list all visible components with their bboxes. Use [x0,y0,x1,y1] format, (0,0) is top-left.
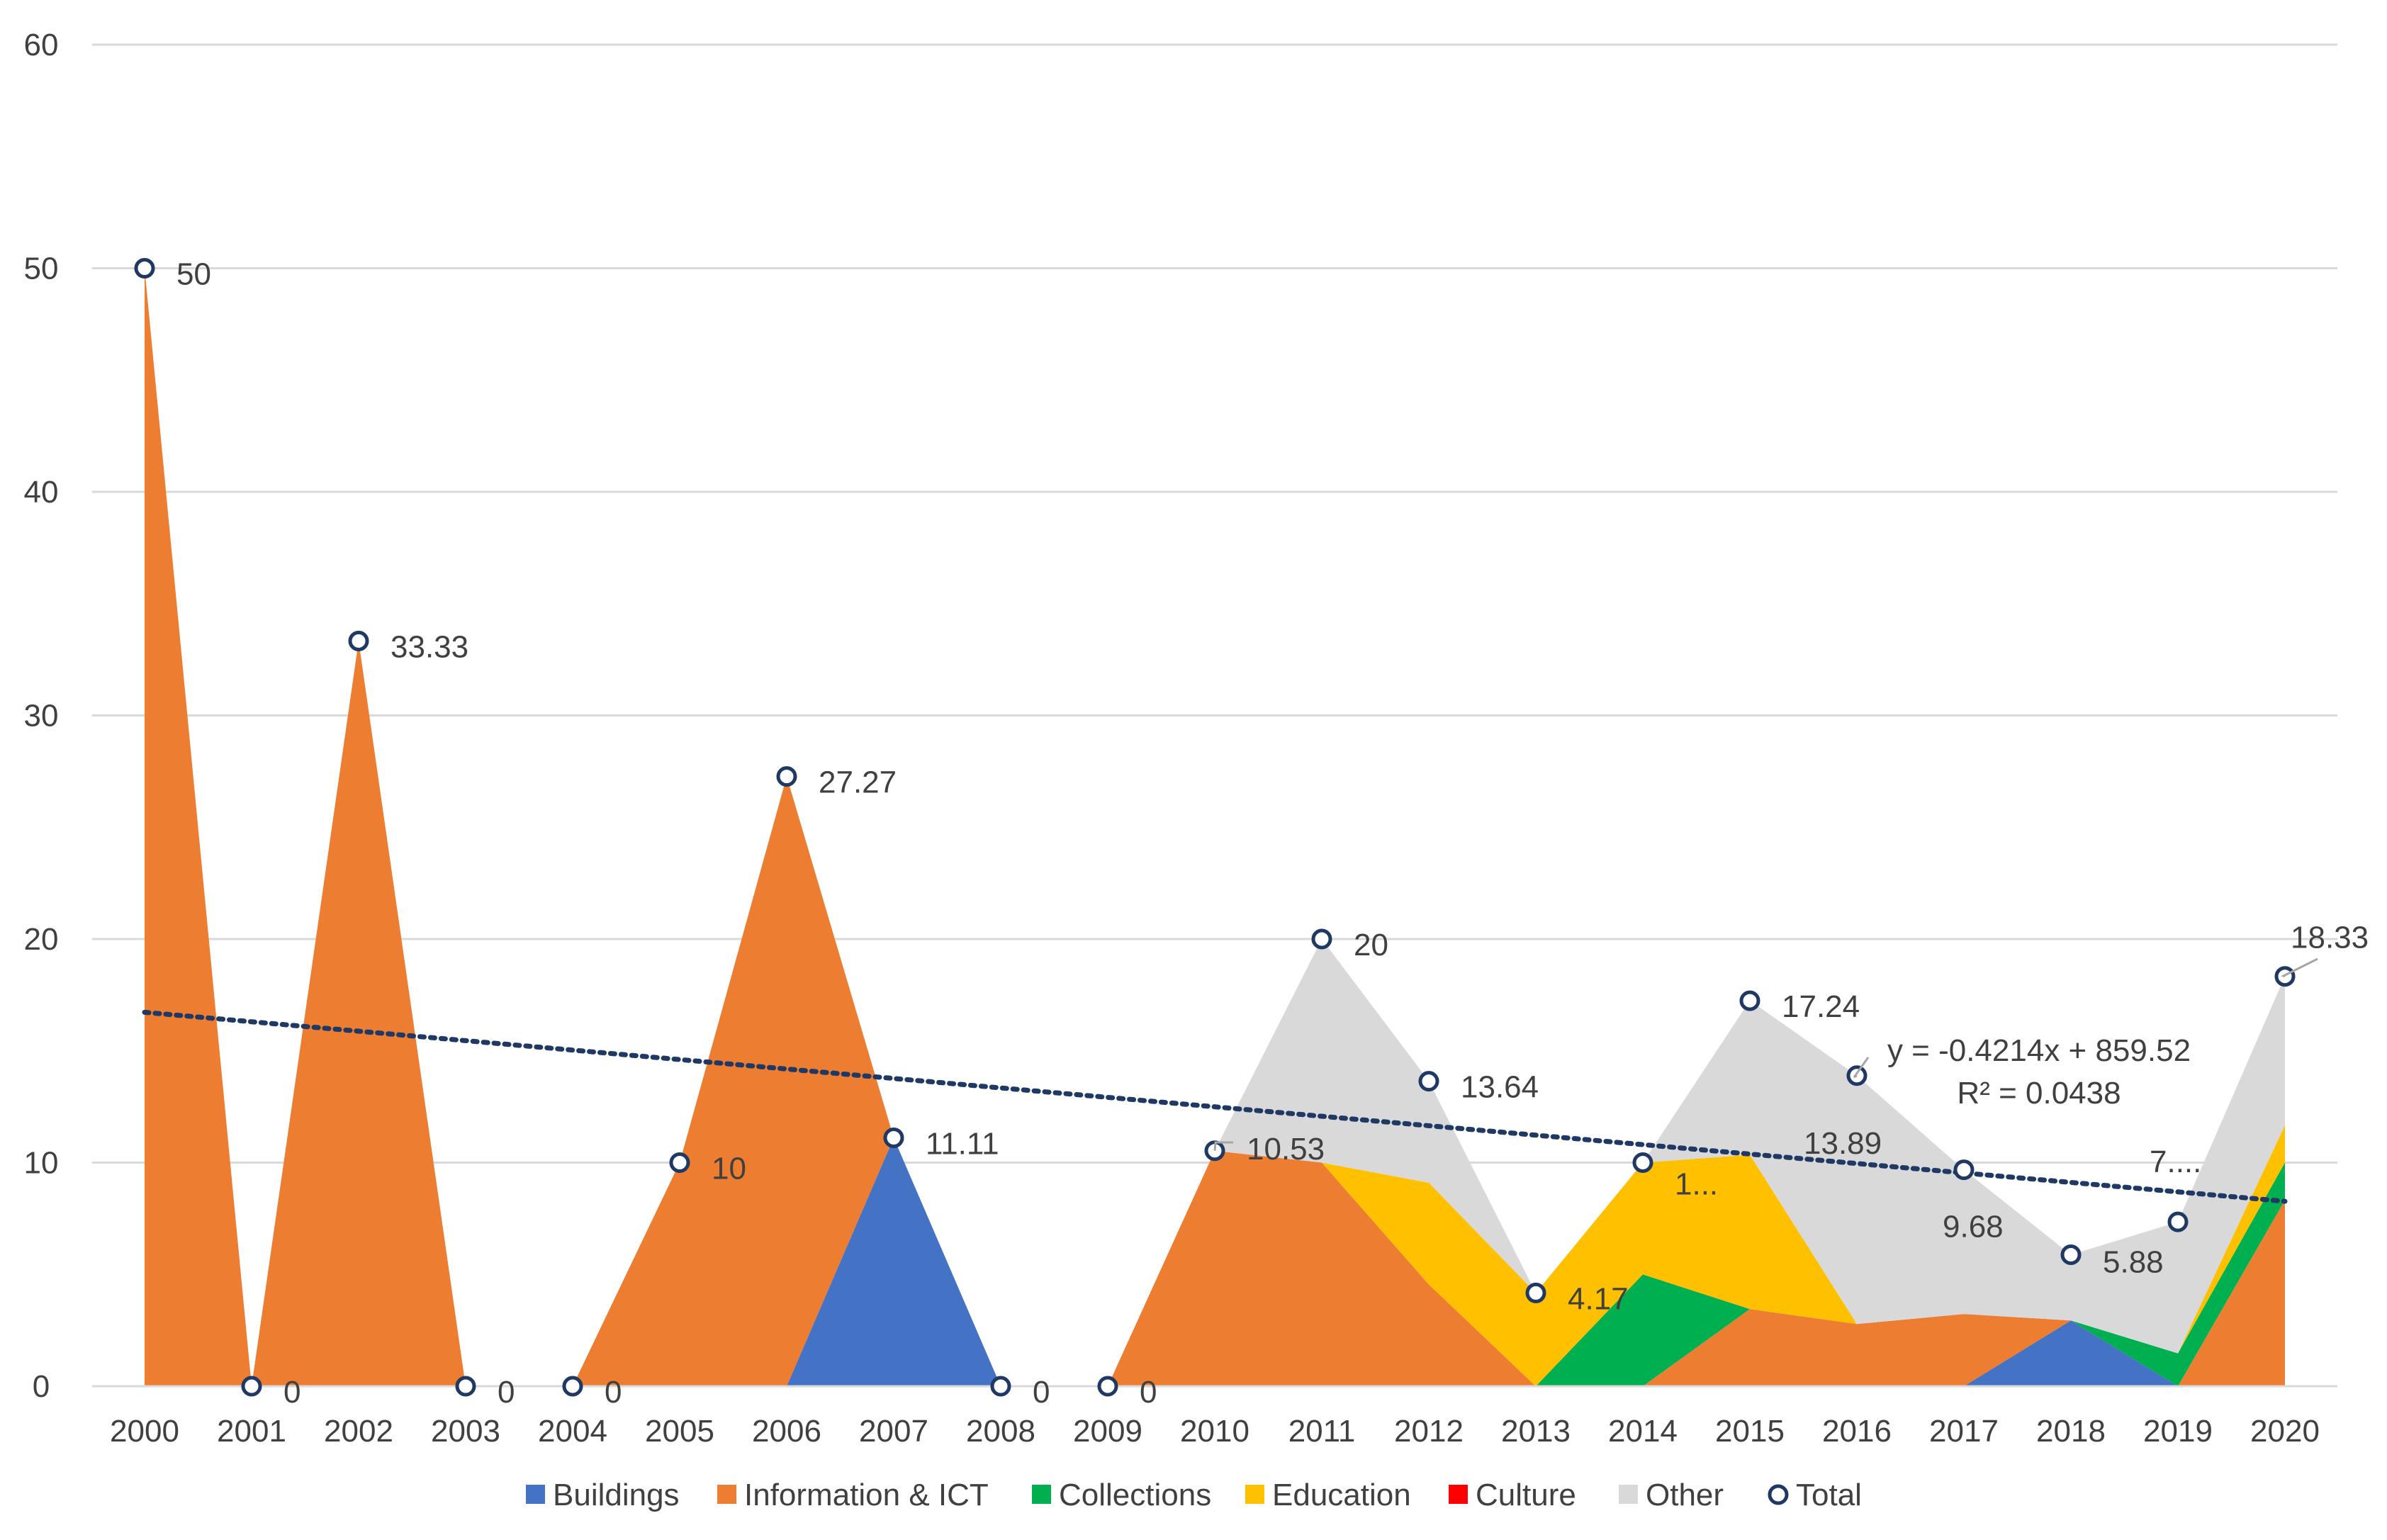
total-data-label: 13.89 [1804,1126,1882,1161]
legend: Buildings Information & ICT Collections Edu… [526,1478,1862,1512]
x-tick-label: 2008 [966,1414,1035,1449]
x-tick-label: 2006 [752,1414,821,1449]
total-marker [1097,1376,1118,1397]
total-data-label: 20 [1354,928,1388,962]
area-series [145,268,2285,1386]
y-tick-label: 20 [24,922,59,957]
legend-label: Total [1796,1478,1862,1512]
legend-swatch [526,1485,545,1504]
y-tick-label: 30 [24,699,59,734]
total-marker [990,1376,1011,1397]
legend-label: Buildings [553,1478,680,1512]
total-marker [241,1376,262,1397]
label-leader-line [2281,957,2318,978]
total-marker [1311,928,1332,950]
total-marker [1953,1159,1975,1181]
total-marker [1525,1282,1546,1303]
area-information-ict [145,268,2285,1386]
trendline [142,1009,2288,1204]
total-data-label: 27.27 [819,765,897,800]
total-data-label: 1... [1675,1167,1718,1202]
x-tick-label: 2012 [1394,1414,1464,1449]
x-tick-label: 2015 [1715,1414,1785,1449]
total-marker [883,1127,904,1148]
legend-total-marker [1768,1484,1789,1505]
total-marker [348,630,369,651]
legend-swatch [1619,1485,1638,1504]
total-marker [669,1152,690,1173]
total-marker [455,1376,476,1397]
x-tick-label: 2020 [2250,1414,2320,1449]
total-data-label: 18.33 [2291,921,2369,955]
total-data-label: 0 [1140,1375,1157,1410]
total-marker [562,1376,583,1397]
x-tick-label: 2002 [324,1414,393,1449]
legend-label: Collections [1059,1478,1211,1512]
total-marker [2060,1244,2082,1265]
legend-label: Information & ICT [744,1478,989,1512]
trendline-equation: y = -0.4214x + 859.52 R² = 0.0438 [1887,1033,2191,1111]
label-leader-line [1853,1057,1870,1079]
total-data-label: 0 [283,1375,301,1410]
total-data-label: 10 [712,1152,746,1186]
total-marker [2167,1211,2189,1232]
legend-label: Other [1646,1478,1724,1512]
x-tick-label: 2017 [1929,1414,1999,1449]
total-data-label: 10.53 [1247,1132,1325,1167]
y-tick-label: 60 [24,28,59,62]
x-tick-label: 2003 [431,1414,500,1449]
total-data-label: 13.64 [1461,1070,1539,1105]
total-data-label: 7.... [2150,1145,2201,1179]
trendline-layer [142,1009,2288,1204]
legend-swatch [1245,1485,1264,1504]
total-data-label: 0 [605,1375,622,1410]
x-tick-label: 2016 [1822,1414,1892,1449]
total-data-label: 17.24 [1782,989,1860,1024]
total-data-label: 4.17 [1568,1281,1629,1316]
y-tick-label: 0 [33,1369,50,1404]
x-tick-label: 2010 [1180,1414,1249,1449]
label-leader-line [1213,1141,1233,1151]
total-data-label: 11.11 [926,1126,999,1161]
trendline-equation-text: y = -0.4214x + 859.52 [1887,1033,2191,1068]
y-tick-label: 10 [24,1146,59,1181]
legend-swatch [717,1485,736,1504]
total-marker [134,258,155,279]
total-data-label: 9.68 [1943,1210,2004,1244]
total-data-label: 33.33 [391,629,468,664]
gridlines [92,43,2337,1164]
y-tick-label: 40 [24,475,59,510]
x-tick-label: 2018 [2036,1414,2106,1449]
total-data-label: 0 [498,1375,515,1410]
trendline-r2-text: R² = 0.0438 [1957,1076,2121,1111]
y-tick-label: 50 [24,252,59,286]
x-tick-label: 2019 [2143,1414,2213,1449]
x-tick-label: 2000 [110,1414,179,1449]
total-marker [1632,1152,1653,1173]
data-labels: 50 0 33.33 0 0 10 27.27 11.11 0 0 10.53 20 13.64 4.17… [176,257,2369,1410]
legend-label: Education [1272,1478,1411,1512]
x-tick-label: 2007 [859,1414,928,1449]
x-tick-label: 2004 [538,1414,607,1449]
area-other [145,268,2285,1386]
legend-label: Culture [1476,1478,1576,1512]
legend-swatch [1032,1485,1051,1504]
total-data-label: 0 [1033,1375,1050,1410]
x-tick-label: 2013 [1501,1414,1571,1449]
area-buildings [145,1137,2285,1386]
total-marker [1739,990,1760,1011]
x-tick-label: 2005 [645,1414,714,1449]
x-tick-label: 2011 [1288,1414,1356,1449]
total-marker [1418,1071,1439,1092]
x-tick-label: 2001 [217,1414,286,1449]
total-data-label: 50 [176,257,211,292]
total-data-label: 5.88 [2103,1244,2164,1279]
total-marker [776,766,797,787]
x-tick-label: 2009 [1073,1414,1142,1449]
x-tick-label: 2014 [1608,1414,1678,1449]
legend-swatch [1449,1485,1468,1504]
